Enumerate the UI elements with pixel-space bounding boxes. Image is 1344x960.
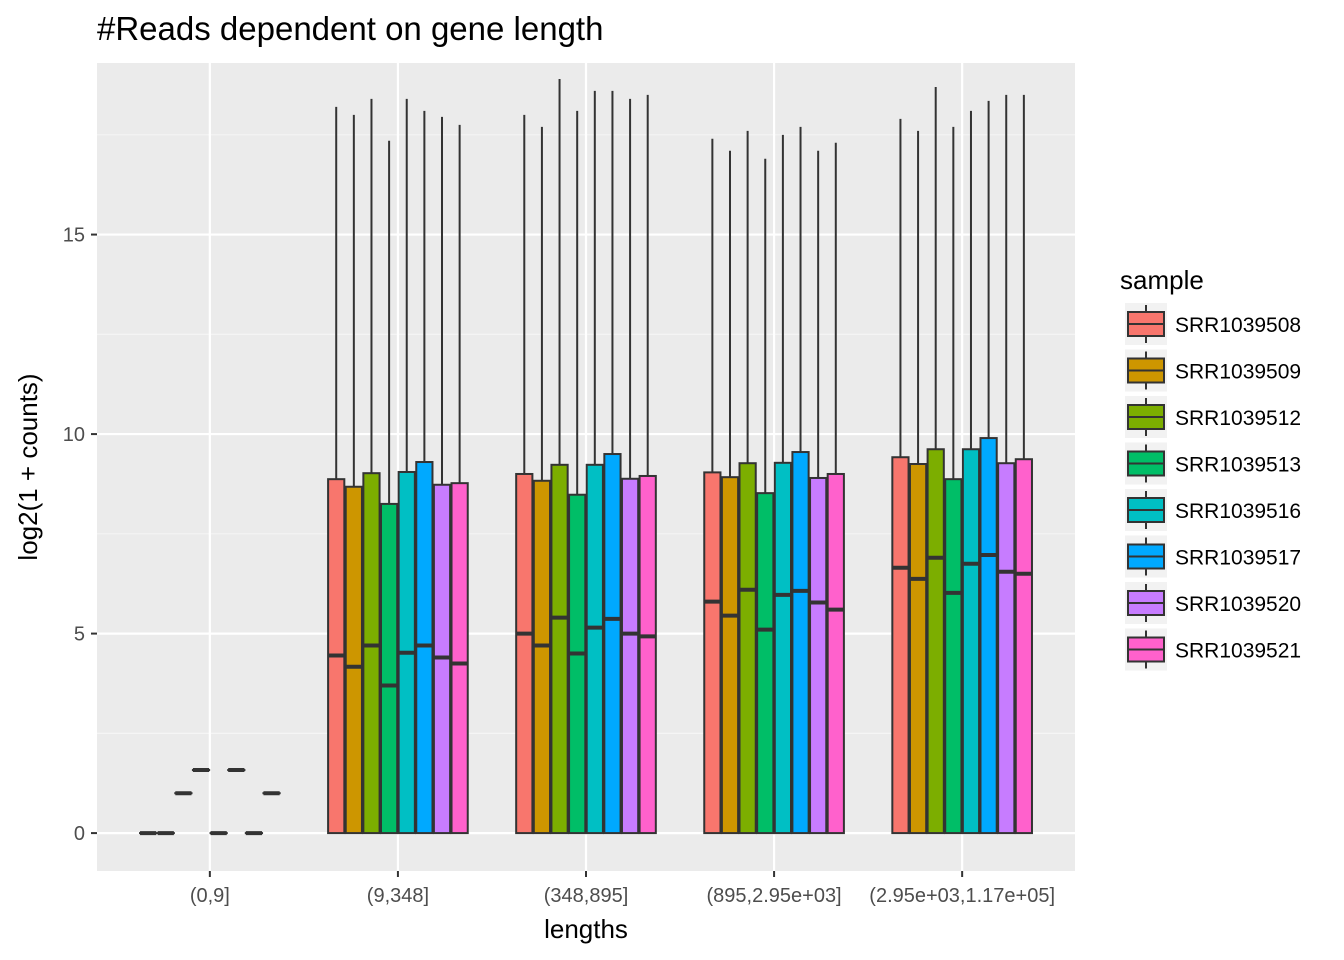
box-body xyxy=(961,448,981,835)
box-body xyxy=(603,453,622,835)
legend-label: SRR1039513 xyxy=(1175,454,1301,477)
legend-label: SRR1039517 xyxy=(1175,547,1301,570)
legend-label: SRR1039512 xyxy=(1175,407,1301,430)
box-body xyxy=(585,463,604,835)
box-body xyxy=(550,463,569,835)
box-body xyxy=(908,463,928,835)
legend: sample SRR1039508 SRR1039509 SRR1039512 SRR… xyxy=(1120,265,1301,671)
box-body xyxy=(809,476,828,835)
y-tick-label: 10 xyxy=(63,424,85,446)
legend-label: SRR1039509 xyxy=(1175,361,1301,384)
box-body xyxy=(791,451,810,835)
legend-label: SRR1039520 xyxy=(1175,593,1301,616)
box-body xyxy=(344,485,363,835)
x-axis-label: lengths xyxy=(544,914,628,944)
box-body xyxy=(515,472,534,835)
box-body xyxy=(379,502,399,835)
y-tick-label: 0 xyxy=(74,823,85,845)
y-tick-label: 15 xyxy=(63,225,85,247)
y-tick-label: 5 xyxy=(74,624,85,646)
legend-label: SRR1039508 xyxy=(1175,314,1301,337)
box-body xyxy=(720,476,740,835)
box-body xyxy=(450,482,469,835)
box-body xyxy=(979,437,998,835)
box-body xyxy=(997,462,1016,835)
box-body xyxy=(362,472,381,835)
x-tick-label: (895,2.95e+03] xyxy=(707,885,842,907)
box-body xyxy=(532,479,552,835)
box-body xyxy=(620,477,640,835)
box-body xyxy=(926,448,945,835)
box-body xyxy=(638,474,657,835)
legend-label: SRR1039516 xyxy=(1175,500,1301,523)
box-body xyxy=(773,461,793,835)
box-body xyxy=(738,462,757,835)
box-layer xyxy=(139,78,1033,836)
x-tick-label: (0,9] xyxy=(190,885,230,907)
axis-layer: 0 5 10 15 (0,9] (9,348] (348,895] (895,2.95e+03… xyxy=(63,225,1055,907)
x-tick-label: (2.95e+03,1.17e+05] xyxy=(869,885,1055,907)
y-axis-label: log2(1 + counts) xyxy=(13,373,43,560)
box-body xyxy=(1014,458,1033,835)
chart-title: #Reads dependent on gene length xyxy=(97,10,604,47)
box-body xyxy=(703,471,722,835)
legend-title: sample xyxy=(1120,265,1204,295)
x-tick-label: (348,895] xyxy=(544,885,629,907)
box-body xyxy=(891,456,910,835)
box-body xyxy=(826,472,845,835)
box-body xyxy=(756,492,775,835)
box-body xyxy=(944,478,963,835)
box-body xyxy=(568,493,587,835)
x-tick-label: (9,348] xyxy=(367,885,429,907)
legend-label: SRR1039521 xyxy=(1175,640,1301,663)
